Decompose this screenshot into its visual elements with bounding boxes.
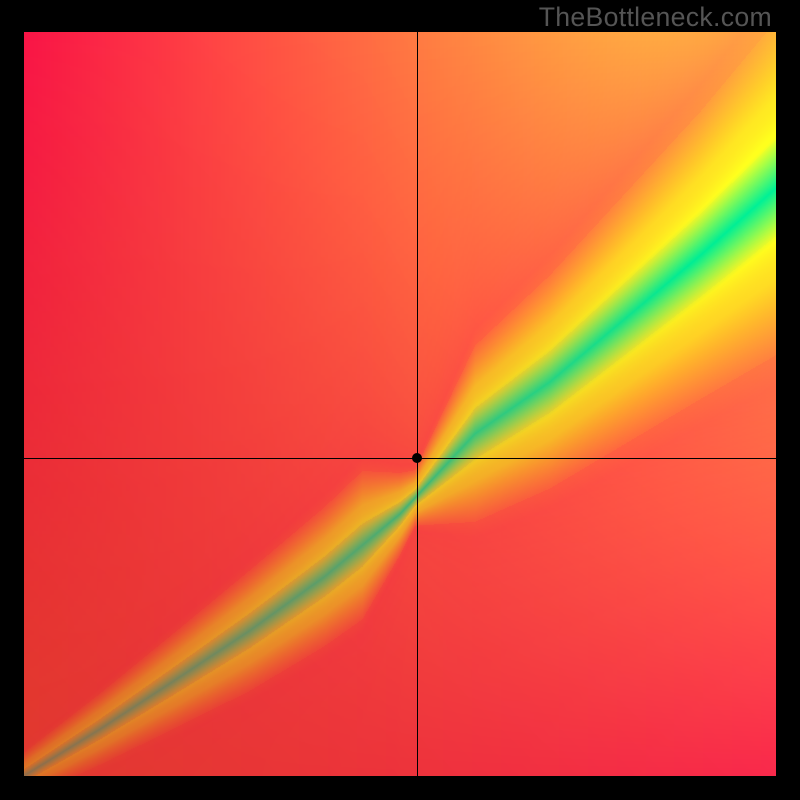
data-point-marker — [412, 453, 422, 463]
watermark-text: TheBottleneck.com — [539, 2, 772, 33]
plot-area — [24, 32, 776, 776]
crosshair-vertical — [417, 32, 418, 776]
crosshair-horizontal — [24, 458, 776, 459]
heatmap-canvas — [24, 32, 776, 776]
